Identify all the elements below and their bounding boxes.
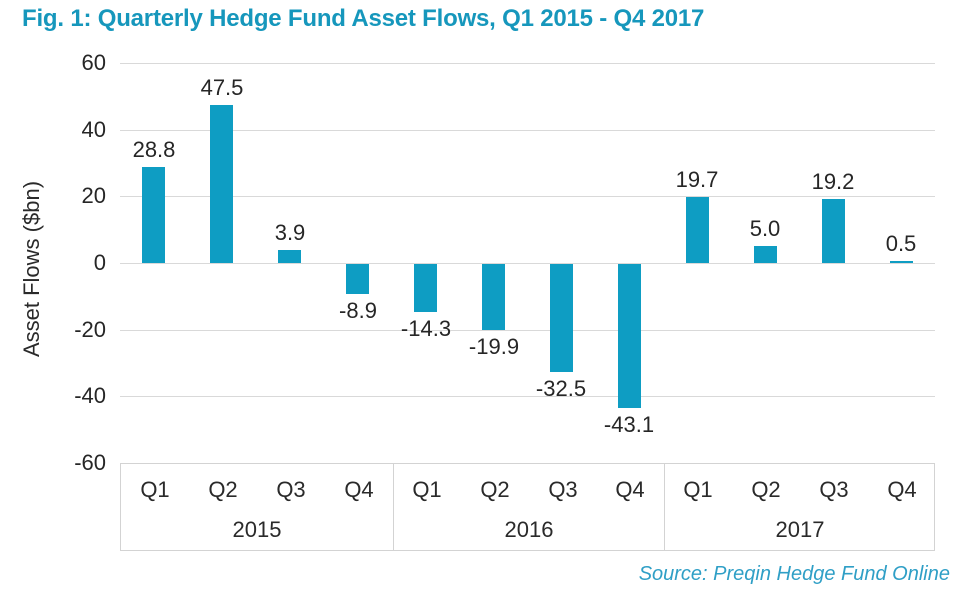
bar-value-label: 3.9: [274, 220, 306, 245]
y-tick-label: 40: [81, 117, 106, 142]
x-quarter-label: Q4: [344, 477, 374, 502]
x-quarter-label: Q3: [548, 477, 578, 502]
bar-value-label: -14.3: [400, 316, 452, 341]
x-quarter-label: Q4: [887, 477, 917, 502]
x-quarter-label: Q2: [480, 477, 510, 502]
bar-value-label: -43.1: [603, 412, 655, 437]
year-group-divider: [393, 464, 394, 550]
bar-value-label: 47.5: [200, 75, 244, 100]
bar: [142, 167, 165, 263]
year-group-divider: [664, 464, 665, 550]
x-quarter-label: Q2: [208, 477, 238, 502]
y-tick-label: -40: [74, 383, 106, 408]
bar-value-label: 5.0: [749, 216, 781, 241]
x-quarter-label: Q4: [615, 477, 645, 502]
x-axis-table: Q1 Q2 Q3 Q4 Q1 Q2 Q3 Q4 Q1 Q2 Q3 Q4 2015 2016 2017: [120, 463, 935, 551]
y-tick-label: 20: [81, 183, 106, 208]
bar: [822, 199, 845, 263]
x-quarter-label: Q3: [819, 477, 849, 502]
bar: [482, 264, 505, 330]
bar: [618, 264, 641, 408]
y-tick-label: 60: [81, 50, 106, 75]
source-note: Source: Preqin Hedge Fund Online: [638, 563, 950, 585]
x-year-label: 2016: [504, 517, 554, 542]
y-tick-label: -20: [74, 317, 106, 342]
bar-value-label: -32.5: [535, 376, 587, 401]
bar-value-label: -8.9: [339, 298, 377, 323]
bar: [414, 264, 437, 312]
gridline: [120, 130, 935, 131]
gridline: [120, 263, 935, 264]
bar: [890, 261, 913, 263]
bar: [278, 250, 301, 263]
bar: [686, 197, 709, 263]
bar: [346, 264, 369, 294]
bar-value-label: 28.8: [132, 137, 176, 162]
gridline: [120, 63, 935, 64]
chart-title: Fig. 1: Quarterly Hedge Fund Asset Flows…: [22, 5, 705, 32]
x-quarter-label: Q3: [276, 477, 306, 502]
y-tick-label: -60: [74, 450, 106, 475]
bar: [210, 105, 233, 263]
x-quarter-label: Q1: [412, 477, 442, 502]
bar: [550, 264, 573, 372]
bar-value-label: 19.7: [675, 167, 719, 192]
y-tick-label: 0: [93, 250, 106, 275]
x-year-label: 2017: [775, 517, 825, 542]
x-quarter-label: Q2: [751, 477, 781, 502]
bar: [754, 246, 777, 263]
bar-value-label: -19.9: [468, 334, 520, 359]
x-quarter-label: Q1: [683, 477, 713, 502]
gridline: [120, 330, 935, 331]
gridline: [120, 196, 935, 197]
bar-value-label: 0.5: [885, 231, 917, 256]
gridline: [120, 396, 935, 397]
x-year-label: 2015: [232, 517, 282, 542]
bar-value-label: 19.2: [811, 169, 855, 194]
x-quarter-label: Q1: [140, 477, 170, 502]
